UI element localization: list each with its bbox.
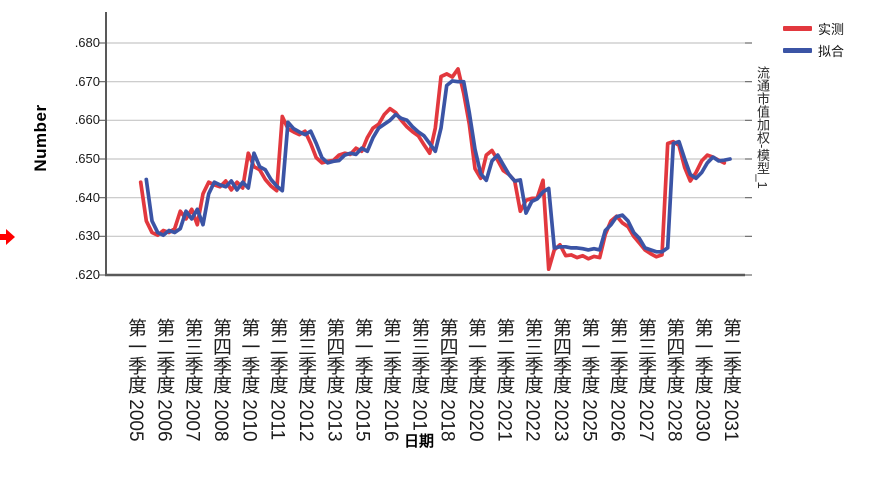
x-tick-label: 第四季度 2023 (550, 318, 571, 442)
axes (99, 12, 752, 277)
x-tick-label: 第四季度 2013 (323, 318, 345, 442)
x-tick-label: 第二季度 2021 (493, 318, 515, 442)
x-tick-label: 第三季度 2022 (521, 318, 543, 442)
y-tick-label: .620 (74, 267, 100, 282)
fitted-line-swatch (783, 47, 812, 53)
x-tick-label: 第一季度 2010 (238, 318, 260, 442)
x-tick-label: 第一季度 2025 (578, 318, 600, 442)
y-tick-label: .630 (74, 228, 100, 244)
legend-label-fitted: 拟合 (818, 43, 845, 59)
x-tick-label: 第三季度 2012 (295, 318, 316, 442)
x-tick-label: 第三季度 2017 (408, 318, 430, 442)
x-axis-title: 日期 (403, 430, 436, 451)
x-tick-label: 第一季度 2030 (691, 318, 713, 442)
x-tick-label: 第二季度 2026 (606, 318, 628, 442)
x-tick-label: 第一季度 2005 (125, 318, 146, 442)
y-axis-title: Number (31, 104, 50, 172)
series-lines (138, 67, 732, 272)
gridlines (106, 42, 745, 237)
red-arrow-pointer (0, 229, 15, 245)
x-tick-label: 第二季度 2006 (153, 318, 175, 442)
x-tick-label: 第二季度 2011 (266, 318, 288, 441)
x-tick-label: 第四季度 2028 (663, 318, 685, 442)
y-tick-label: .640 (74, 189, 100, 205)
y-tick-label: .650 (74, 150, 100, 166)
x-tick-label: 第二季度 2031 (720, 318, 741, 442)
x-tick-label: 第二季度 2016 (380, 318, 401, 442)
x-tick-label: 第一季度 2015 (351, 318, 373, 442)
arrow-head (6, 229, 15, 245)
x-tick-label: 第四季度 2008 (210, 318, 231, 442)
legend: 实测 拟合 (783, 17, 844, 61)
x-tick-label: 第三季度 2027 (635, 318, 656, 442)
y-tick-label: .680 (74, 34, 100, 50)
model-label: 流通市值加权-模型_1 (755, 66, 770, 189)
arrow-tail (0, 234, 7, 240)
legend-label-observed: 实测 (818, 21, 845, 37)
x-tick-label: 第三季度 2007 (181, 318, 203, 442)
x-tick-label: 第四季度 2018 (436, 318, 458, 442)
y-tick-label: .670 (74, 73, 100, 89)
x-tick-label: 第一季度 2020 (465, 318, 486, 442)
observed-line-swatch (783, 25, 812, 31)
legend-item-observed: 实测 (783, 17, 844, 39)
legend-item-fitted: 拟合 (783, 39, 844, 61)
y-tick-label: .660 (74, 112, 100, 128)
